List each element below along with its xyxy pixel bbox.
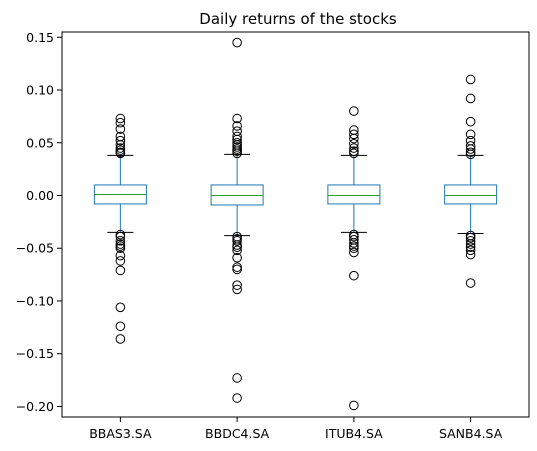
x-tick-label: ITUB4.SA (325, 426, 383, 441)
x-tick-label: BBAS3.SA (89, 426, 152, 441)
outlier-point (465, 149, 476, 160)
box-iqr (327, 184, 381, 205)
outlier-point (465, 249, 476, 260)
outlier-point (349, 106, 359, 116)
axes-frame (61, 31, 530, 418)
outlier-point (115, 302, 126, 313)
outlier-point (232, 148, 242, 159)
box-iqr (210, 184, 264, 206)
outlier-point (115, 231, 126, 242)
plot-area: 0.15 0.10 0.05 0.00 −0.05 −0.10 −0.15 −0.20 BBAS… (16, 30, 503, 441)
y-tick-label: −0.05 (16, 241, 54, 256)
outlier-point (349, 143, 359, 153)
outlier-point (115, 124, 126, 134)
outlier-point (465, 239, 476, 249)
outlier-point (465, 236, 476, 246)
outlier-point (349, 270, 359, 281)
outlier-point (115, 334, 126, 344)
y-tick-label: 0.15 (26, 30, 54, 45)
outlier-point (349, 243, 359, 254)
y-tick-label: −0.15 (16, 346, 54, 361)
x-tick-label: SANB4.SA (439, 426, 503, 441)
outlier-point (465, 232, 476, 243)
outlier-point (232, 245, 242, 256)
outlier-point (232, 252, 242, 263)
outlier-point (232, 113, 242, 124)
box-iqr (444, 184, 498, 205)
outlier-point (232, 373, 242, 383)
outlier-point (232, 242, 242, 252)
outlier-point (232, 264, 242, 275)
outlier-point (465, 74, 476, 85)
outlier-point (349, 133, 359, 144)
outlier-point (232, 280, 242, 290)
outlier-point (115, 321, 126, 332)
outlier-point (349, 247, 359, 258)
outlier-point (465, 242, 476, 252)
outlier-point (115, 256, 126, 266)
outlier-point (115, 241, 126, 251)
outlier-point (115, 243, 126, 254)
outlier-point (465, 93, 476, 104)
outlier-point (465, 278, 476, 288)
outlier-point (349, 139, 359, 149)
outlier-point (115, 148, 126, 159)
outlier-point (465, 129, 476, 140)
outlier-point (349, 148, 359, 159)
outlier-point (232, 236, 242, 246)
outlier-point (349, 238, 359, 248)
outlier-point (115, 265, 126, 276)
outlier-point (115, 113, 126, 124)
chart-title: Daily returns of the stocks (199, 10, 397, 28)
outlier-point (232, 126, 242, 136)
outlier-point (465, 144, 476, 154)
outlier-point (232, 262, 242, 273)
outlier-point (115, 117, 126, 128)
y-tick-label: −0.20 (16, 399, 54, 414)
y-tick-label: −0.10 (16, 293, 54, 308)
outlier-point (115, 135, 126, 146)
outlier-point (232, 37, 242, 48)
outlier-point (465, 245, 476, 256)
y-tick-label: 0.10 (26, 83, 54, 98)
outlier-point (349, 129, 359, 140)
x-tick-label: BBDC4.SA (205, 426, 270, 441)
outlier-point (232, 134, 242, 145)
outlier-point (465, 135, 476, 146)
y-tick-label: 0.00 (26, 188, 54, 203)
outlier-point (232, 284, 242, 295)
y-tick-label: 0.05 (26, 135, 54, 150)
outlier-point (115, 236, 126, 246)
outlier-point (232, 121, 242, 131)
outlier-point (349, 231, 359, 242)
outlier-point (465, 116, 476, 127)
outlier-point (232, 393, 242, 403)
outlier-point (349, 400, 359, 411)
outlier-point (115, 250, 126, 261)
